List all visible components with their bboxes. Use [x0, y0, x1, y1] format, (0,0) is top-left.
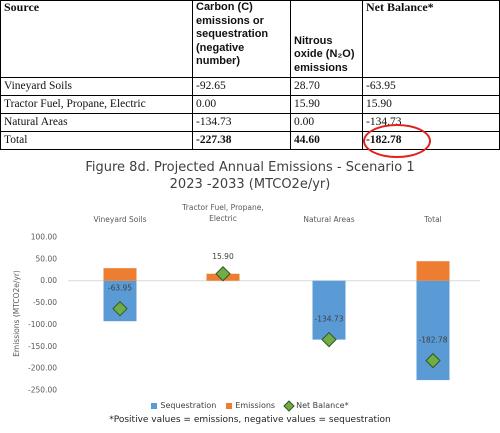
- y-tick-label: 100.00: [31, 233, 57, 242]
- y-tick-label: -250.00: [28, 386, 57, 395]
- header-carbon: Carbon (C) emissions or sequestration (n…: [192, 0, 291, 78]
- data-label: 15.90: [212, 252, 234, 261]
- data-label: -134.73: [315, 315, 344, 324]
- row-net: -63.95: [362, 77, 500, 96]
- legend-label-emissions: Emissions: [235, 401, 276, 410]
- legend-swatch-sequestration: [151, 402, 158, 409]
- category-label: Tractor Fuel, Propane,: [181, 203, 263, 212]
- row-nitrous: 15.90: [290, 95, 363, 114]
- sequestration-bar: [312, 280, 346, 340]
- chart-subtitle: 2023 -2033 (MTCO2e/yr): [169, 177, 331, 192]
- net-balance-point: [321, 331, 337, 348]
- total-label: Total: [0, 131, 193, 150]
- data-label: -182.78: [419, 336, 448, 345]
- row-nitrous: 28.70: [290, 77, 363, 96]
- chart-legend: Sequestration Emissions Net Balance*: [0, 399, 500, 412]
- y-tick-label: -150.00: [28, 342, 57, 351]
- category-label: Total: [423, 215, 442, 224]
- legend-diamond-net-balance: [283, 399, 295, 412]
- category-label: Electric: [209, 214, 237, 223]
- data-label: -63.95: [108, 284, 132, 293]
- table-row: Vineyard Soils -92.65 28.70 -63.95: [0, 77, 500, 96]
- legend-item-net-balance: Net Balance*: [283, 399, 349, 412]
- y-tick-label: 0.00: [40, 276, 57, 285]
- net-balance-point: [215, 266, 231, 282]
- legend-item-emissions: Emissions: [226, 401, 275, 410]
- header-nitrous-oxide: Nitrous oxide (N₂O) emissions: [290, 0, 363, 78]
- row-net: 15.90: [362, 95, 500, 114]
- table-header-row: Source Carbon (C) emissions or sequestra…: [0, 0, 500, 78]
- category-label: Natural Areas: [303, 215, 354, 224]
- emissions-bar: [103, 268, 137, 281]
- net-balance-point: [425, 352, 441, 369]
- emissions-bar: [416, 261, 450, 281]
- emissions-table: Source Carbon (C) emissions or sequestra…: [0, 0, 500, 150]
- legend-item-sequestration: Sequestration: [151, 401, 216, 410]
- y-tick-label: 50.00: [36, 254, 58, 263]
- chart-title: Figure 8d. Projected Annual Emissions - …: [85, 160, 415, 175]
- y-axis-label: Emissions (MTCO2e/yr): [12, 270, 21, 357]
- legend-label-net-balance: Net Balance*: [296, 401, 349, 410]
- total-carbon: -227.38: [192, 131, 291, 150]
- total-nitrous: 44.60: [290, 131, 363, 150]
- category-label: Vineyard Soils: [94, 215, 147, 224]
- legend-label-sequestration: Sequestration: [160, 401, 217, 410]
- legend-swatch-emissions: [226, 402, 233, 409]
- total-net: -182.78: [362, 131, 500, 150]
- header-source: Source: [0, 0, 193, 78]
- table-total-row: Total -227.38 44.60 -182.78: [0, 131, 500, 150]
- y-tick-label: -50.00: [33, 298, 57, 307]
- chart-footnote: *Positive values = emissions, negative v…: [109, 415, 391, 425]
- row-nitrous: 0.00: [290, 113, 363, 132]
- y-tick-label: -100.00: [28, 320, 57, 329]
- y-tick-label: -200.00: [28, 364, 57, 373]
- net-balance-point: [112, 300, 128, 317]
- table-row: Tractor Fuel, Propane, Electric 0.00 15.…: [0, 95, 500, 114]
